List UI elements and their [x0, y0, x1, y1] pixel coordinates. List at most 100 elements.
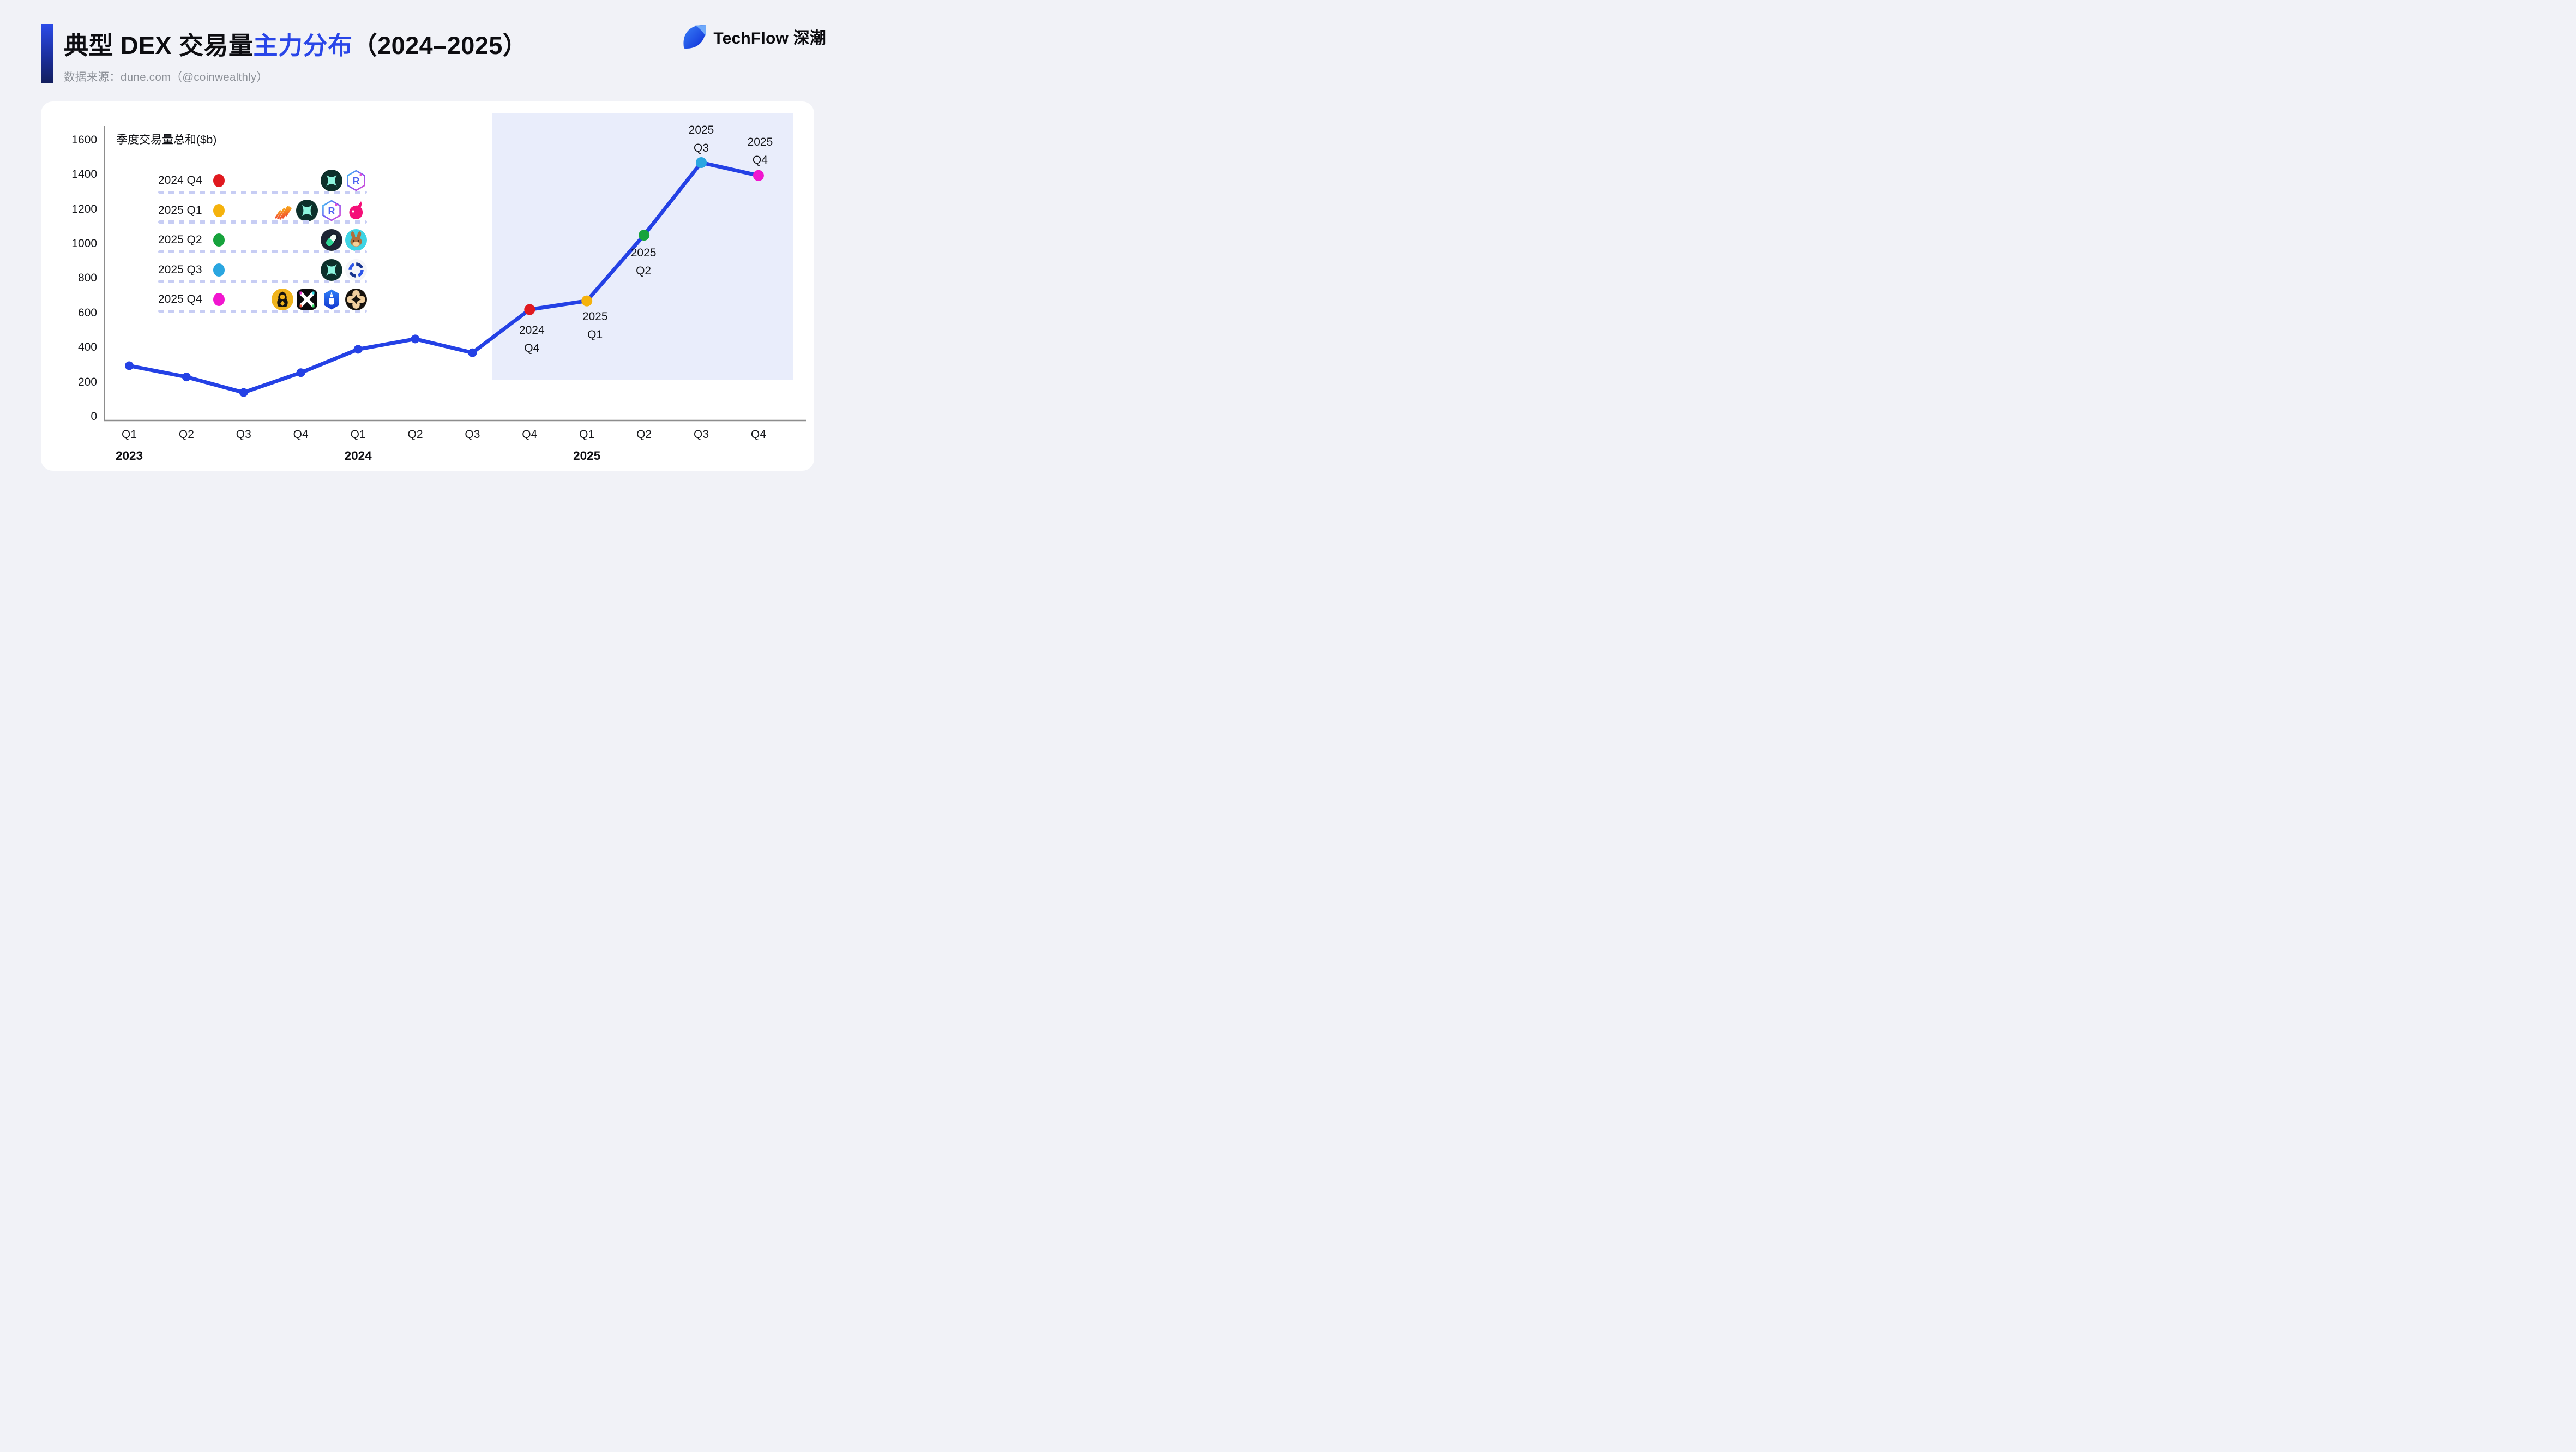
- legend-icon-group: R: [272, 199, 367, 221]
- x-tick-label: Q2: [178, 428, 194, 441]
- legend-dashed-divider: [158, 309, 367, 313]
- legend-color-dot: [213, 263, 225, 277]
- milestone-label-2025-q1: 2025 Q1: [565, 308, 625, 344]
- milestone-label-2025-q4: 2025 Q4: [730, 133, 790, 169]
- legend-row: 2025 Q3: [158, 255, 367, 285]
- year-label-2023: 2023: [115, 449, 143, 463]
- uniswap-icon: [345, 200, 367, 221]
- y-tick-label: 1000: [71, 237, 97, 250]
- milestone-label-line: Q4: [524, 342, 540, 355]
- data-source-subtitle: 数据来源：dune.com（@coinwealthly）: [64, 71, 268, 83]
- legend-icon-group: [321, 229, 367, 251]
- x-tick-label: Q1: [121, 428, 137, 441]
- milestone-dot-2024-q4: [524, 304, 535, 315]
- legend-color-dot: [213, 174, 225, 188]
- title-accent-bar: [41, 24, 53, 83]
- x-tick-label: Q3: [693, 428, 709, 441]
- legend-color-dot: [213, 233, 225, 247]
- hooded-figure-icon: [272, 289, 293, 311]
- legend-row: 2025 Q2: [158, 225, 367, 255]
- title-black-part2: （2024–2025）: [352, 32, 528, 59]
- y-tick-label: 600: [77, 306, 97, 319]
- legend-row-label: 2025 Q4: [158, 293, 202, 306]
- svg-text:R: R: [353, 176, 360, 187]
- y-tick-label: 1600: [71, 133, 97, 146]
- legend-color-dot: [213, 293, 225, 307]
- y-tick-label: 0: [91, 410, 97, 423]
- x-tick-label: Q4: [750, 428, 766, 441]
- legend-icon-group: [321, 259, 367, 281]
- data-point-dot: [353, 345, 363, 354]
- y-tick-label: 1400: [71, 168, 97, 181]
- x-tick-label: Q4: [293, 428, 309, 441]
- svg-text:R: R: [328, 206, 335, 217]
- milestone-label-line: 2025: [688, 124, 714, 136]
- data-point-dot: [239, 388, 248, 397]
- milestone-label-2025-q2: 2025 Q2: [613, 244, 673, 280]
- y-tick-label: 400: [77, 341, 97, 354]
- milestone-label-line: Q1: [587, 328, 603, 341]
- hyperliquid-icon: [321, 170, 342, 192]
- legend-icon-group: R: [321, 170, 367, 192]
- x-tick-label: Q3: [236, 428, 251, 441]
- tan-clover-icon: [345, 289, 367, 311]
- pumpfun-pill-icon: [321, 229, 342, 251]
- page-title: 典型 DEX 交易量主力分布（2024–2025）: [64, 26, 527, 61]
- legend-color-dot: [213, 203, 225, 217]
- year-label-2025: 2025: [573, 449, 601, 463]
- data-point-dot: [411, 334, 420, 344]
- y-axis-title: 季度交易量总和($b): [116, 134, 217, 146]
- milestone-label-2025-q3: 2025 Q3: [671, 121, 731, 157]
- chart-card: 0 200 400 600 800 1000 1200 1400 1600 Q1 Q2 Q3 Q4 Q1 Q…: [41, 101, 814, 471]
- title-highlight: 主力分布: [253, 32, 353, 59]
- data-point-dot: [468, 348, 477, 357]
- milestone-dot-2025-q3: [696, 157, 707, 168]
- legend-row: 2025 Q1 R: [158, 196, 367, 226]
- milestone-label-line: Q3: [693, 142, 709, 154]
- x-tick-label: Q2: [407, 428, 423, 441]
- legend-dashed-divider: [158, 190, 367, 194]
- data-point-dot: [125, 361, 134, 370]
- legend: 2024 Q4 R 2025 Q1 R 2025 Q2 2025 Q3 2025 Q4: [158, 166, 367, 315]
- volume-line: [127, 160, 761, 395]
- milestone-label-line: 2025: [747, 135, 773, 148]
- data-point-dot: [182, 373, 191, 382]
- lighter-icon: [321, 289, 342, 310]
- techflow-leaf-icon: [683, 25, 707, 49]
- legend-row-label: 2025 Q3: [158, 263, 202, 276]
- brand-logo: TechFlow 深潮: [681, 23, 826, 50]
- pancakeswap-bunny-icon: [345, 229, 367, 251]
- legend-dashed-divider: [158, 250, 367, 253]
- aster-x-icon: [296, 289, 318, 310]
- milestone-label-line: 2025: [630, 247, 657, 260]
- infographic-page: 典型 DEX 交易量主力分布（2024–2025） 数据来源：dune.com（…: [0, 0, 859, 484]
- meteora-icon: [272, 200, 293, 221]
- y-tick-label: 1200: [71, 202, 97, 215]
- data-point-dot: [296, 368, 305, 377]
- legend-dashed-divider: [158, 220, 367, 224]
- x-tick-label: Q3: [465, 428, 480, 441]
- y-tick-label: 800: [77, 272, 97, 285]
- milestone-label-line: 2025: [582, 310, 608, 323]
- milestone-label-line: Q2: [636, 265, 652, 278]
- x-tick-label: Q4: [522, 428, 538, 441]
- legend-row-label: 2024 Q4: [158, 174, 202, 187]
- legend-row: 2025 Q4: [158, 285, 367, 315]
- milestone-label-2024-q4: 2024 Q4: [502, 321, 562, 357]
- raydium-icon: R: [345, 170, 367, 191]
- hyperliquid-icon: [321, 259, 342, 281]
- x-tick-label: Q1: [579, 428, 595, 441]
- legend-row-label: 2025 Q2: [158, 233, 202, 247]
- y-tick-label: 200: [77, 375, 97, 388]
- x-tick-label: Q1: [350, 428, 366, 441]
- x-tick-label: Q2: [636, 428, 652, 441]
- milestone-dot-2025-q2: [639, 230, 650, 241]
- brand-name: TechFlow 深潮: [713, 29, 826, 47]
- legend-row-label: 2025 Q1: [158, 203, 202, 217]
- highlight-band-2024q4-2025q4: [492, 113, 793, 380]
- blue-ring-icon: [345, 259, 367, 281]
- milestone-dot-2025-q4: [753, 170, 764, 181]
- hyperliquid-icon: [296, 199, 318, 221]
- milestone-dot-2025-q1: [581, 295, 593, 307]
- legend-dashed-divider: [158, 280, 367, 283]
